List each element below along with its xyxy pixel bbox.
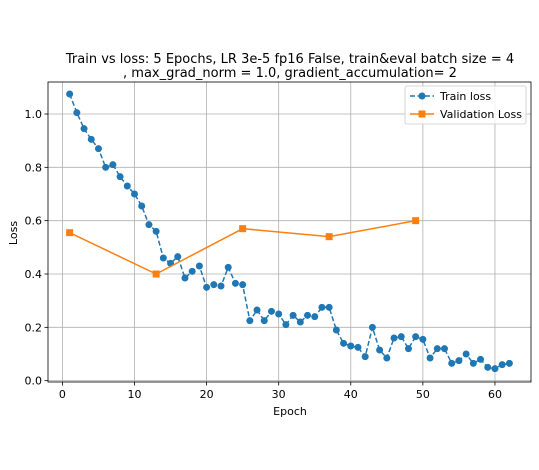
train-loss-point: [195, 262, 203, 270]
train-loss-point: [102, 163, 110, 171]
train-loss-point: [376, 346, 384, 354]
train-loss-point: [123, 182, 131, 190]
train-loss-point: [159, 254, 167, 262]
chart-title-line-2: , max_grad_norm = 1.0, gradient_accumula…: [123, 66, 457, 81]
legend-box: [404, 85, 527, 125]
train-loss-point: [174, 253, 182, 261]
train-loss-point: [332, 326, 340, 334]
train-loss-point: [246, 317, 254, 325]
validation-loss-point: [66, 229, 74, 237]
train-loss-point: [138, 202, 146, 210]
train-loss-point: [304, 311, 312, 319]
train-loss-point: [347, 342, 355, 350]
plot-frame: [47, 81, 532, 383]
train-loss-point: [239, 281, 247, 289]
train-loss-point: [491, 365, 499, 373]
train-loss-point: [340, 339, 348, 347]
train-loss-point: [484, 363, 492, 371]
x-tick-label: 60: [488, 388, 502, 401]
y-tick-label: 0.4: [25, 268, 43, 281]
legend-marker-validation: [418, 110, 426, 118]
validation-loss-point: [239, 225, 247, 233]
train-loss-point: [354, 343, 362, 351]
train-loss-point: [80, 125, 88, 133]
series-layer: [66, 90, 513, 373]
x-tick-label: 50: [416, 388, 430, 401]
x-tick-label: 30: [272, 388, 286, 401]
train-loss-point: [188, 267, 196, 275]
legend: Train loss Validation Loss: [404, 85, 527, 125]
x-tick-label: 40: [344, 388, 358, 401]
y-tick-label: 0.6: [25, 215, 43, 228]
train-loss-point: [224, 263, 232, 271]
train-loss-point: [397, 333, 405, 341]
train-loss-point: [455, 357, 463, 365]
train-loss-point: [325, 303, 333, 311]
train-loss-point: [94, 145, 102, 153]
train-loss-point: [296, 318, 304, 326]
train-loss-point: [253, 306, 261, 314]
y-tick-label: 1.0: [25, 108, 43, 121]
train-loss-point: [152, 227, 160, 235]
train-loss-point: [275, 310, 283, 318]
train-loss-point: [505, 359, 513, 367]
y-tick-label: 0.0: [25, 375, 43, 388]
train-loss-point: [318, 303, 326, 311]
validation-loss-point: [152, 270, 160, 278]
train-loss-point: [145, 221, 153, 229]
train-loss-point: [498, 361, 506, 369]
x-tick-label: 0: [59, 388, 66, 401]
train-loss-point: [433, 345, 441, 353]
legend-marker-train: [418, 92, 426, 100]
train-loss-point: [203, 283, 211, 291]
train-loss-point: [419, 335, 427, 343]
x-tick-label: 10: [128, 388, 142, 401]
train-loss-point: [462, 350, 470, 358]
train-loss-point: [390, 334, 398, 342]
y-tick-label: 0.2: [25, 321, 43, 334]
train-loss-point: [282, 321, 290, 329]
grid: [48, 82, 531, 382]
train-loss-point: [311, 313, 319, 321]
train-loss-point: [87, 135, 95, 143]
train-loss-point: [267, 307, 275, 315]
train-loss-point: [469, 359, 477, 367]
y-tick-label: 0.8: [25, 161, 43, 174]
legend-label-validation: Validation Loss: [440, 108, 522, 121]
train-loss-point: [289, 311, 297, 319]
y-axis-label: Loss: [7, 221, 20, 245]
train-loss-point: [66, 90, 74, 98]
train-loss-point: [412, 333, 420, 341]
validation-loss-point: [412, 217, 420, 225]
x-tick-label: 20: [200, 388, 214, 401]
train-loss-point: [426, 354, 434, 362]
train-loss-point: [477, 355, 485, 363]
chart-title-line-1: Train vs loss: 5 Epochs, LR 3e-5 fp16 Fa…: [65, 52, 514, 67]
train-loss-point: [131, 190, 139, 198]
train-loss-point: [361, 353, 369, 361]
x-axis-label: Epoch: [273, 405, 307, 418]
train-loss-point: [368, 323, 376, 331]
legend-label-train: Train loss: [439, 90, 491, 103]
train-loss-point: [440, 345, 448, 353]
train-loss-point: [260, 317, 268, 325]
train-loss-point: [116, 173, 124, 181]
train-loss-point: [231, 279, 239, 287]
train-loss-point: [109, 161, 117, 169]
train-loss-point: [73, 109, 81, 117]
train-loss-point: [383, 354, 391, 362]
validation-loss-point: [325, 233, 333, 241]
train-loss-point: [448, 359, 456, 367]
ticks: 0 10 20 30 40 50 60 0.0 0.2 0.4 0.6 0.8 1.0: [25, 108, 502, 401]
train-loss-point: [210, 281, 218, 289]
train-loss-point: [181, 274, 189, 282]
train-loss-point: [404, 345, 412, 353]
train-loss-point: [217, 282, 225, 290]
